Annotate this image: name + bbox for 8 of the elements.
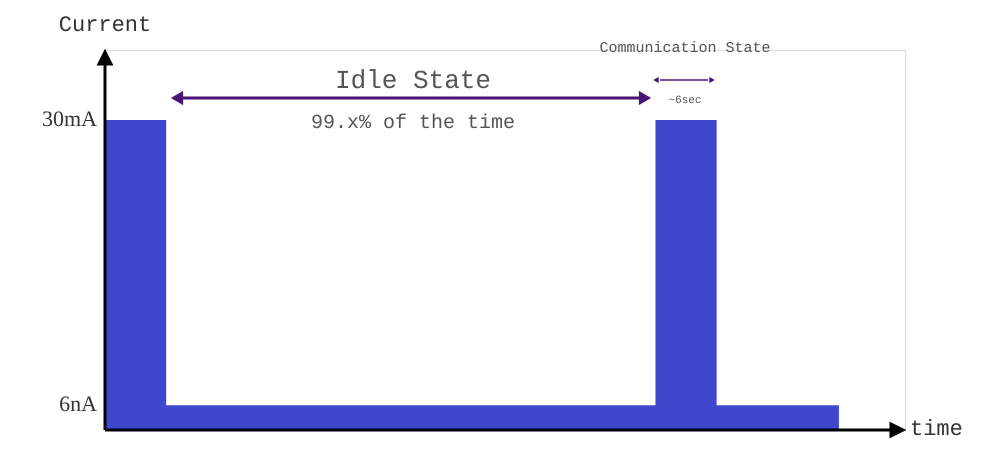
x-axis-title: time — [910, 417, 963, 442]
annotation: 99.x% of the time — [310, 112, 516, 135]
text: ~6sec — [668, 95, 702, 107]
y-axis-title: Current — [58, 13, 152, 38]
text: Communication State — [599, 40, 771, 57]
text: 6nA — [59, 391, 98, 416]
text: Idle State — [334, 66, 492, 96]
text: 30mA — [42, 106, 98, 131]
